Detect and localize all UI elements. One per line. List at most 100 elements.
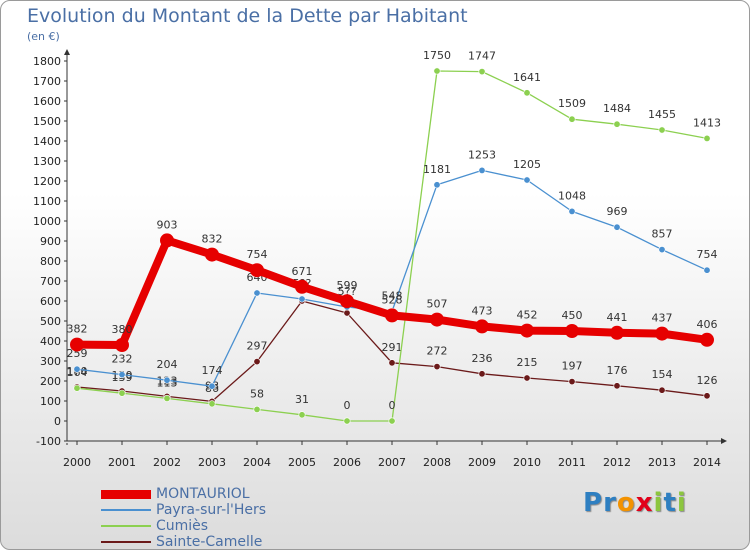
y-tick-label: 1800: [33, 55, 61, 68]
data-label: 1484: [603, 102, 631, 115]
x-axis-arrow: [721, 438, 727, 444]
data-point: [430, 312, 444, 327]
x-tick-label: 2007: [378, 456, 406, 469]
data-point: [118, 389, 126, 397]
data-point: [658, 386, 666, 394]
data-point: [703, 266, 711, 274]
logo-letter: r: [603, 488, 617, 518]
data-point: [343, 417, 351, 425]
data-point: [388, 417, 396, 425]
data-point: [568, 378, 576, 386]
data-point: [253, 405, 261, 413]
data-label: 382: [67, 323, 88, 336]
y-axis-arrow: [64, 49, 70, 55]
data-point: [523, 89, 531, 97]
data-label: 215: [517, 356, 538, 369]
logo-letter: o: [616, 488, 636, 518]
legend-label: Payra-sur-l'Hers: [156, 502, 267, 518]
y-tick-label: 1200: [33, 175, 61, 188]
data-label: 1048: [558, 189, 586, 202]
chart-title: Evolution du Montant de la Dette par Hab…: [27, 5, 468, 27]
data-point: [433, 67, 441, 75]
y-tick-label: 400: [40, 335, 61, 348]
x-tick-label: 2006: [333, 456, 361, 469]
data-point: [160, 233, 174, 248]
data-label: 154: [652, 368, 673, 381]
data-point: [613, 382, 621, 390]
legend-label: Sainte-Camelle: [156, 534, 263, 550]
x-tick-label: 2012: [603, 456, 631, 469]
data-point: [613, 120, 621, 128]
data-point: [478, 68, 486, 76]
y-tick-label: 1600: [33, 95, 61, 108]
data-point: [163, 376, 171, 384]
logo-letter: x: [635, 488, 654, 518]
legend-swatch: [101, 525, 151, 527]
x-tick-label: 2011: [558, 456, 586, 469]
legend-label: MONTAURIOL: [156, 486, 250, 502]
data-label: 1253: [468, 148, 496, 161]
y-tick-label: -100: [36, 435, 61, 448]
y-tick-label: 1300: [33, 155, 61, 168]
data-label: 204: [157, 358, 178, 371]
data-label: 754: [247, 248, 268, 261]
data-label: 528: [382, 293, 403, 306]
data-label: 548: [382, 289, 403, 302]
legend-swatch: [101, 541, 151, 543]
data-label: 31: [295, 393, 309, 406]
x-tick-label: 2010: [513, 456, 541, 469]
data-label: 452: [517, 309, 538, 322]
data-label: 176: [607, 364, 628, 377]
data-point: [295, 279, 309, 294]
legend-item: Payra-sur-l'Hers: [101, 502, 351, 518]
legend-label: Cumiès: [156, 518, 209, 534]
data-label: 1413: [693, 116, 721, 129]
legend-swatch: [101, 509, 151, 511]
x-tick-label: 2013: [648, 456, 676, 469]
x-tick-label: 2014: [693, 456, 721, 469]
data-point: [385, 308, 399, 323]
data-point: [433, 363, 441, 371]
data-label: 380: [112, 323, 133, 336]
y-tick-label: 500: [40, 315, 61, 328]
legend-item: Sainte-Camelle: [101, 534, 351, 550]
data-label: 1747: [468, 50, 496, 63]
x-tick-label: 2001: [108, 456, 136, 469]
x-tick-label: 2003: [198, 456, 226, 469]
data-point: [115, 338, 129, 352]
data-label: 0: [344, 399, 351, 412]
y-tick-label: 600: [40, 295, 61, 308]
data-point: [568, 207, 576, 215]
x-tick-label: 2000: [63, 456, 91, 469]
data-point: [655, 326, 669, 341]
data-point: [70, 337, 84, 352]
data-label: 903: [157, 218, 178, 231]
y-tick-label: 1400: [33, 135, 61, 148]
data-label: 441: [607, 311, 628, 324]
data-point: [298, 411, 306, 419]
data-label: 857: [652, 228, 673, 241]
data-point: [208, 382, 216, 390]
data-point: [250, 263, 264, 278]
data-point: [298, 295, 306, 303]
logo-letter: t: [663, 488, 677, 518]
data-label: 473: [472, 304, 493, 317]
data-label: 671: [292, 265, 313, 278]
data-label: 450: [562, 309, 583, 322]
data-label: 406: [697, 318, 718, 331]
data-label: 58: [250, 387, 264, 400]
y-tick-label: 100: [40, 395, 61, 408]
x-tick-label: 2008: [423, 456, 451, 469]
legend-item: Cumiès: [101, 518, 351, 534]
x-tick-label: 2009: [468, 456, 496, 469]
data-point: [118, 371, 126, 379]
y-tick-label: 200: [40, 375, 61, 388]
series-line-1: [76, 169, 708, 387]
data-label: 5??: [338, 285, 357, 298]
data-point: [340, 294, 354, 309]
data-point: [163, 394, 171, 402]
data-point: [658, 126, 666, 134]
y-tick-label: 1700: [33, 75, 61, 88]
